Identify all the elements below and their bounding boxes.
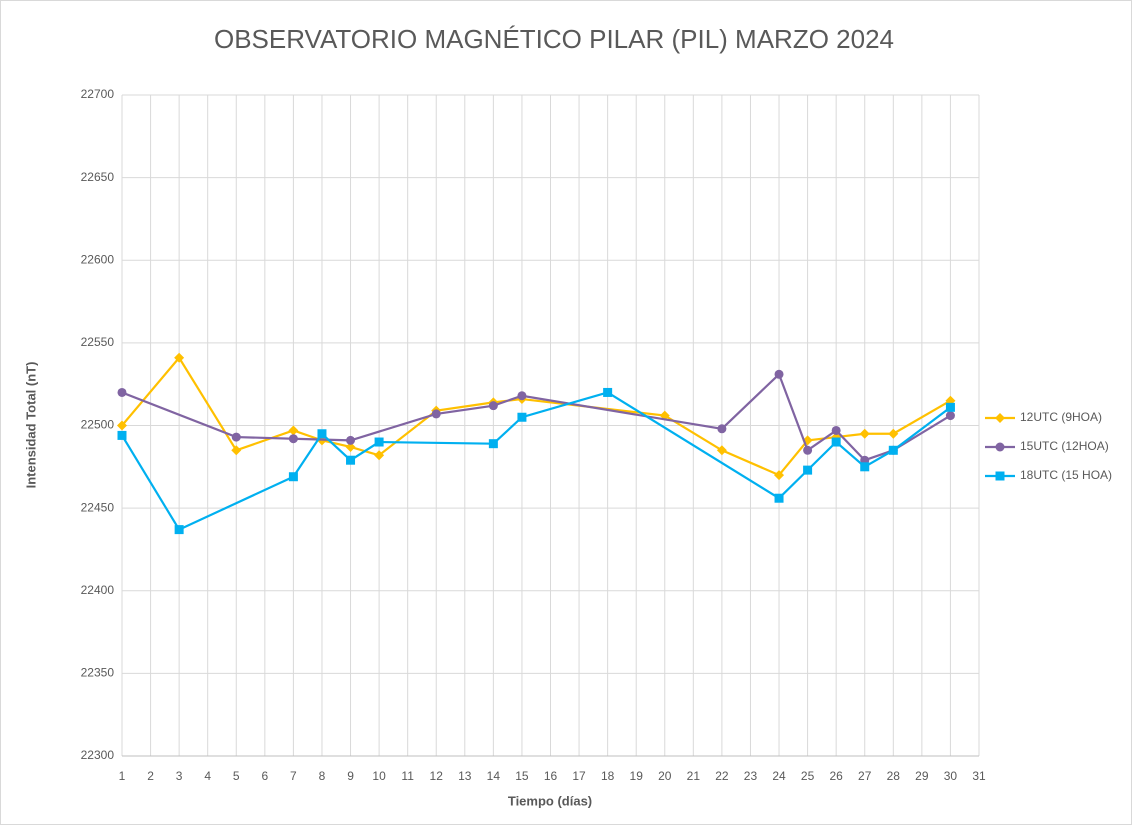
x-tick-label: 7 [290, 769, 297, 783]
marker [716, 445, 727, 456]
marker [288, 434, 298, 444]
marker [117, 420, 127, 431]
x-tick-label: 4 [204, 769, 211, 783]
y-tick-label: 22400 [81, 583, 115, 597]
marker [488, 439, 498, 449]
y-tick-label: 22550 [81, 335, 115, 349]
marker [995, 442, 1005, 452]
marker [345, 441, 356, 452]
x-tick-label: 3 [176, 769, 183, 783]
marker [517, 412, 527, 422]
x-tick-label: 2 [147, 769, 154, 783]
marker [945, 411, 955, 421]
x-tick-label: 29 [915, 769, 929, 783]
chart-title: OBSERVATORIO MAGNÉTICO PILAR (PIL) MARZO… [214, 24, 894, 54]
y-tick-label: 22600 [81, 252, 115, 266]
marker [945, 402, 955, 412]
x-tick-label: 15 [515, 769, 529, 783]
x-tick-label: 14 [487, 769, 501, 783]
marker [117, 430, 127, 440]
marker [431, 409, 441, 419]
x-tick-label: 10 [372, 769, 386, 783]
marker [231, 432, 241, 442]
x-tick-label: 16 [544, 769, 558, 783]
marker [174, 352, 185, 363]
marker [774, 493, 784, 503]
marker [517, 391, 527, 401]
x-tick-label: 6 [261, 769, 268, 783]
marker [288, 425, 299, 436]
marker [346, 435, 356, 445]
x-tick-label: 22 [715, 769, 729, 783]
marker [888, 428, 899, 439]
marker [774, 369, 784, 379]
marker [231, 445, 242, 456]
x-axis-label: Tiempo (días) [508, 793, 592, 808]
x-tick-label: 13 [458, 769, 472, 783]
legend-label: 12UTC (9HOA) [1020, 410, 1102, 424]
marker [859, 428, 870, 439]
marker [488, 401, 498, 411]
marker [374, 437, 384, 447]
marker [117, 387, 127, 397]
x-tick-label: 21 [687, 769, 701, 783]
x-tick-label: 17 [572, 769, 586, 783]
y-axis-label: Intensidad Total (nT) [23, 362, 38, 489]
marker [995, 471, 1005, 481]
x-tick-label: 24 [772, 769, 786, 783]
x-tick-label: 5 [233, 769, 240, 783]
y-tick-label: 22300 [81, 748, 115, 762]
marker [374, 450, 385, 461]
x-tick-label: 30 [944, 769, 958, 783]
marker [317, 429, 327, 439]
x-tick-label: 18 [601, 769, 615, 783]
marker [174, 525, 184, 535]
marker [774, 470, 785, 481]
x-tick-label: 28 [887, 769, 901, 783]
y-tick-label: 22650 [81, 170, 115, 184]
x-tick-label: 19 [630, 769, 644, 783]
x-tick-label: 31 [972, 769, 986, 783]
x-tick-label: 8 [319, 769, 326, 783]
marker [888, 445, 898, 455]
y-tick-label: 22700 [81, 87, 115, 101]
marker [346, 455, 356, 465]
marker [803, 445, 813, 455]
marker [995, 413, 1005, 423]
x-tick-label: 25 [801, 769, 815, 783]
y-tick-label: 22500 [81, 418, 115, 432]
marker [803, 465, 813, 475]
y-tick-label: 22350 [81, 666, 115, 680]
marker [831, 425, 841, 435]
y-tick-label: 22450 [81, 500, 115, 514]
series-line [121, 372, 952, 462]
legend-label: 15UTC (12HOA) [1020, 439, 1109, 453]
legend-label: 18UTC (15 HOA) [1020, 468, 1112, 482]
marker [288, 472, 298, 482]
marker [717, 424, 727, 434]
x-tick-label: 9 [347, 769, 354, 783]
marker [860, 462, 870, 472]
marker [831, 437, 841, 447]
marker [603, 387, 613, 397]
x-tick-label: 12 [430, 769, 444, 783]
x-tick-label: 1 [119, 769, 126, 783]
x-tick-label: 26 [829, 769, 843, 783]
x-tick-label: 20 [658, 769, 672, 783]
x-tick-label: 11 [401, 769, 414, 783]
x-tick-label: 27 [858, 769, 872, 783]
x-tick-label: 23 [744, 769, 758, 783]
